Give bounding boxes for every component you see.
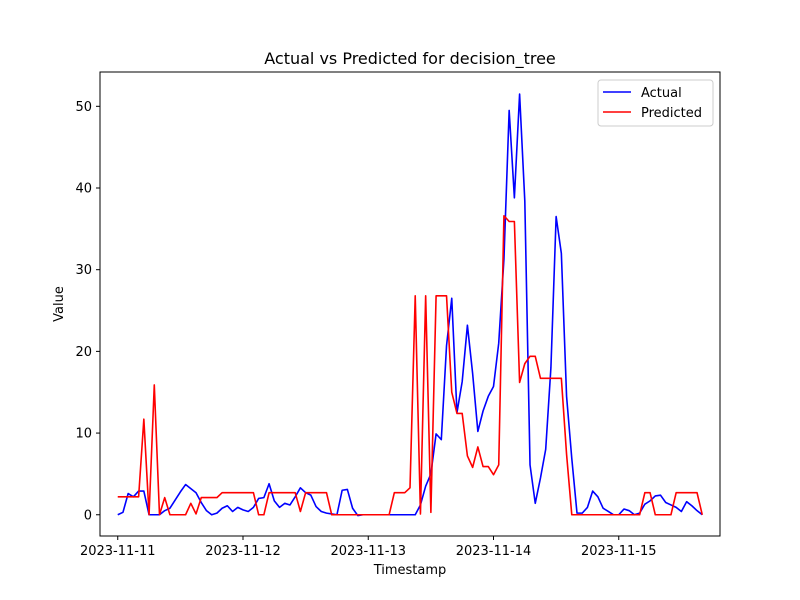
y-tick-label: 20 <box>75 345 92 360</box>
y-axis: 0 10 20 30 40 50 <box>75 100 100 523</box>
y-tick-label: 50 <box>75 100 92 115</box>
y-tick-label: 40 <box>75 182 92 197</box>
x-tick-label: 2023-11-11 <box>80 544 156 559</box>
plot-area <box>99 71 721 537</box>
x-tick-label: 2023-11-14 <box>456 544 532 559</box>
x-axis-label: Timestamp <box>373 563 447 578</box>
plot-frame <box>99 71 721 537</box>
legend-label-predicted: Predicted <box>641 106 702 121</box>
y-axis-label: Value <box>52 286 67 322</box>
legend-label-actual: Actual <box>641 86 682 101</box>
y-tick-label: 10 <box>75 427 92 442</box>
y-tick-label: 0 <box>84 508 92 523</box>
chart-title: Actual vs Predicted for decision_tree <box>264 49 556 69</box>
y-tick-label: 30 <box>75 263 92 278</box>
x-tick-label: 2023-11-15 <box>581 544 657 559</box>
x-axis: 2023-11-11 2023-11-12 2023-11-13 2023-11-14… <box>80 536 657 559</box>
series-line-predicted <box>117 214 704 516</box>
x-tick-label: 2023-11-12 <box>205 544 281 559</box>
legend: Actual Predicted <box>597 79 714 127</box>
x-tick-label: 2023-11-13 <box>330 544 406 559</box>
series-line-actual <box>117 93 703 517</box>
